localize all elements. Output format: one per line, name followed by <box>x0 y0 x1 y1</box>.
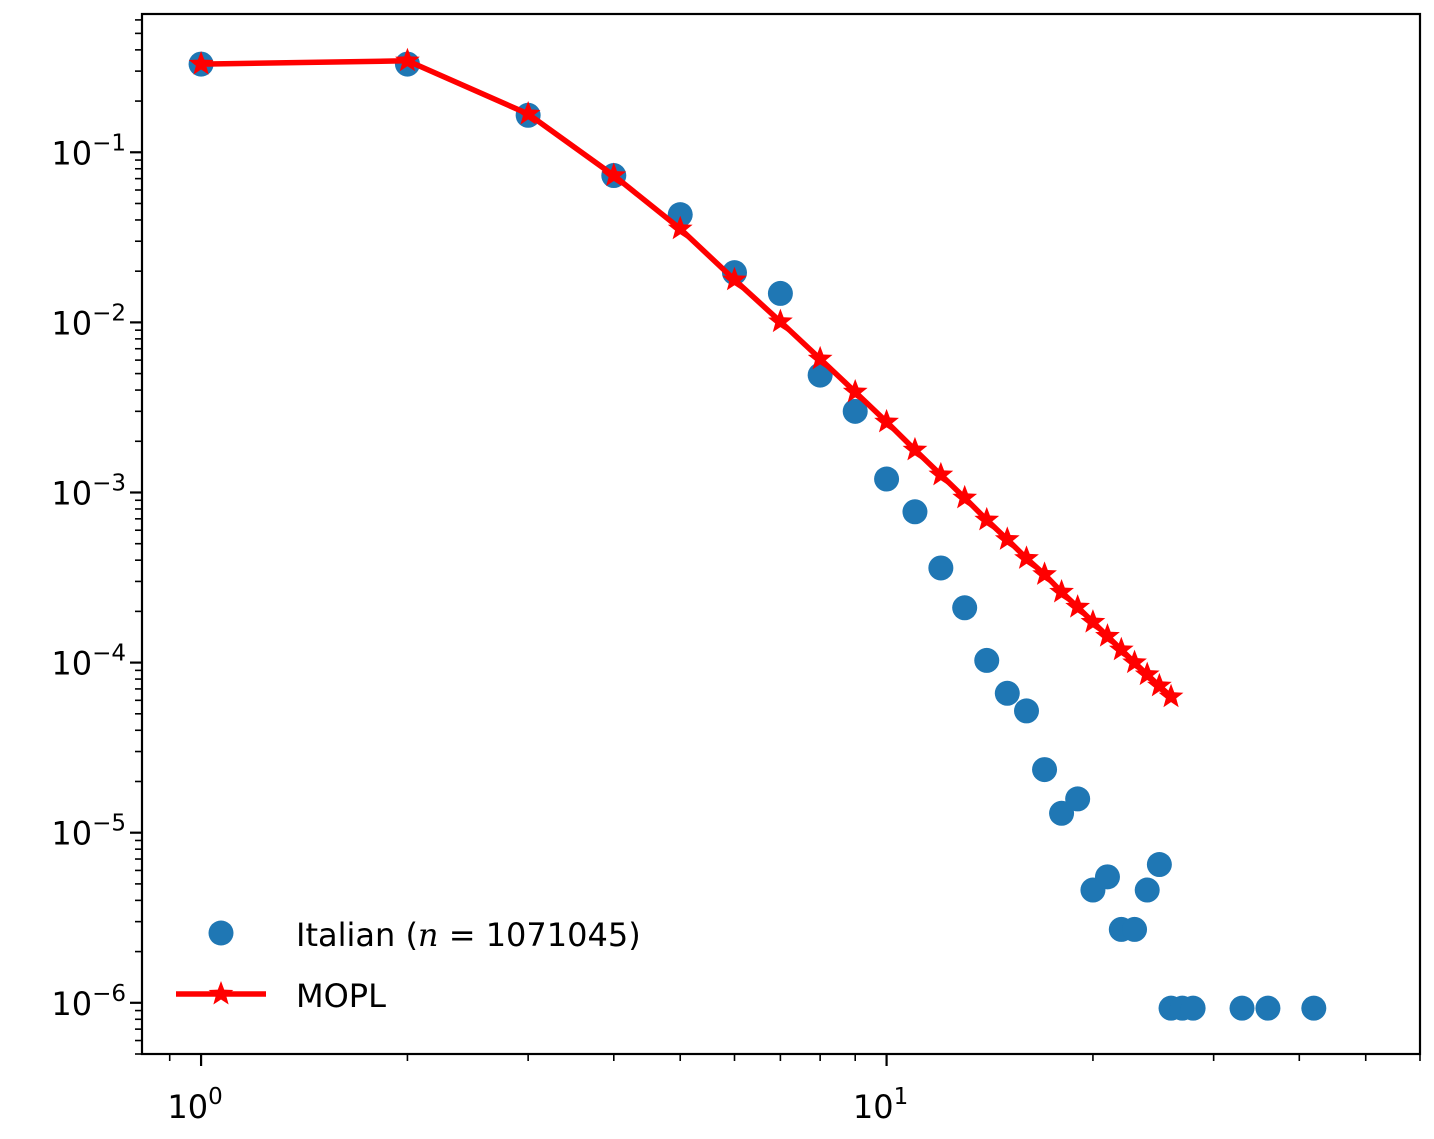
italian-point <box>974 647 1000 673</box>
y-tick-label: 10−6 <box>51 981 126 1023</box>
mopl-point <box>1108 636 1134 661</box>
y-tick-label: 10−4 <box>51 641 126 683</box>
plot-frame <box>140 12 1422 1056</box>
mopl-line <box>201 58 1173 699</box>
legend-label-italian: Italian (n = 1071045) <box>296 916 641 954</box>
mopl-point <box>722 266 747 291</box>
major-ticks <box>130 151 888 1066</box>
mopl-point <box>395 47 420 72</box>
mopl-point <box>768 308 793 333</box>
italian-point <box>842 398 868 424</box>
x-tick-label: 101 <box>853 1084 908 1126</box>
mopl-point <box>874 408 899 433</box>
mopl-point <box>601 162 627 187</box>
mopl-point <box>1134 661 1160 686</box>
mopl-point <box>1095 623 1120 647</box>
y-tick-label: 10−1 <box>51 130 126 172</box>
italian-point <box>952 595 978 621</box>
italian-point <box>1014 698 1040 724</box>
mopl-point <box>1080 609 1106 633</box>
mopl-point <box>188 51 214 75</box>
mopl-point <box>1014 545 1039 569</box>
italian-point <box>1255 995 1281 1021</box>
italian-point <box>1134 877 1160 903</box>
mopl-point <box>994 526 1020 550</box>
mopl-point <box>1158 683 1184 708</box>
italian-point <box>767 280 793 306</box>
mopl-point <box>842 378 868 403</box>
italian-point <box>1180 995 1206 1021</box>
mopl-point <box>952 484 978 509</box>
mopl-point <box>902 436 928 461</box>
y-tick-label: 10−5 <box>51 811 126 853</box>
mopl-point <box>1065 594 1091 618</box>
mopl-point <box>1049 579 1074 603</box>
mopl-point <box>807 345 833 370</box>
italian-point <box>1032 757 1058 783</box>
italian-point <box>928 555 954 581</box>
legend-marker-italian <box>208 920 234 946</box>
italian-point <box>902 499 928 525</box>
mopl-point <box>667 215 693 240</box>
tick-labels: 100 101 10−1 10−2 10−3 10−4 10−5 10−6 <box>51 130 908 1126</box>
y-tick-label: 10−3 <box>51 470 126 512</box>
minor-ticks <box>135 19 1421 1061</box>
y-tick-label: 10−2 <box>51 300 126 342</box>
mopl-point <box>928 461 954 486</box>
plot-area <box>188 47 1327 1021</box>
italian-point <box>994 680 1020 706</box>
italian-point <box>1065 786 1091 812</box>
mopl-point <box>1122 649 1147 674</box>
x-tick-label: 100 <box>167 1084 222 1126</box>
legend-marker-mopl <box>208 981 234 1005</box>
legend: Italian (n = 1071045) MOPL <box>176 916 641 1015</box>
mopl-point <box>515 100 541 125</box>
italian-point <box>1301 995 1327 1021</box>
italian-point <box>807 362 833 388</box>
legend-label-mopl: MOPL <box>296 977 386 1015</box>
italian-point <box>874 466 900 492</box>
mopl-point <box>1032 561 1057 585</box>
mopl-point <box>974 506 1000 531</box>
italian-point <box>1122 916 1148 942</box>
italian-point <box>1229 995 1255 1021</box>
mopl-point <box>1147 672 1172 697</box>
italian-point <box>1049 800 1075 826</box>
italian-point <box>1094 864 1120 890</box>
italian-point <box>1146 852 1172 878</box>
